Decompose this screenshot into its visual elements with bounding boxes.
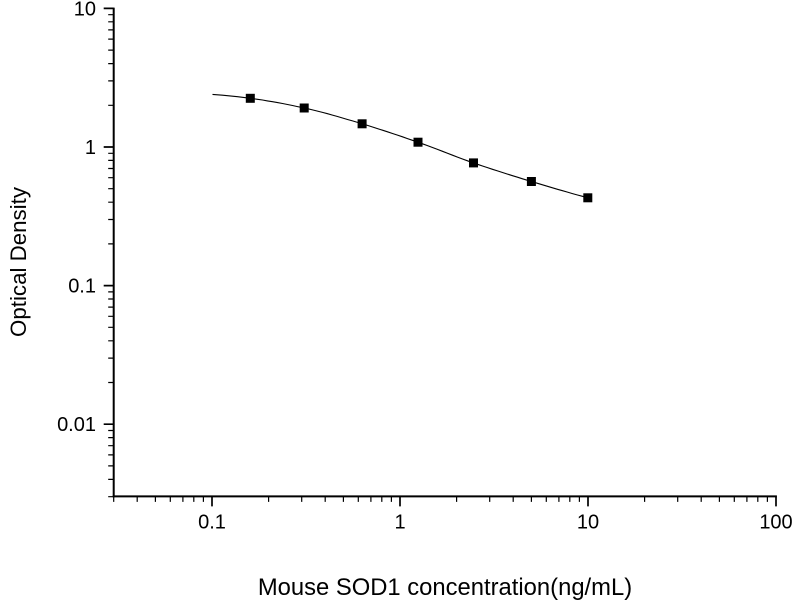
svg-text:1: 1 [85,137,96,159]
svg-text:0.01: 0.01 [57,414,96,436]
svg-text:Optical Density: Optical Density [6,186,31,337]
svg-text:10: 10 [74,0,96,20]
svg-text:1: 1 [394,512,405,534]
svg-text:100: 100 [759,512,792,534]
svg-text:0.1: 0.1 [68,276,96,298]
svg-text:10: 10 [577,512,599,534]
svg-text:Mouse SOD1 concentration(ng/mL: Mouse SOD1 concentration(ng/mL) [258,574,632,600]
svg-text:0.1: 0.1 [198,512,226,534]
